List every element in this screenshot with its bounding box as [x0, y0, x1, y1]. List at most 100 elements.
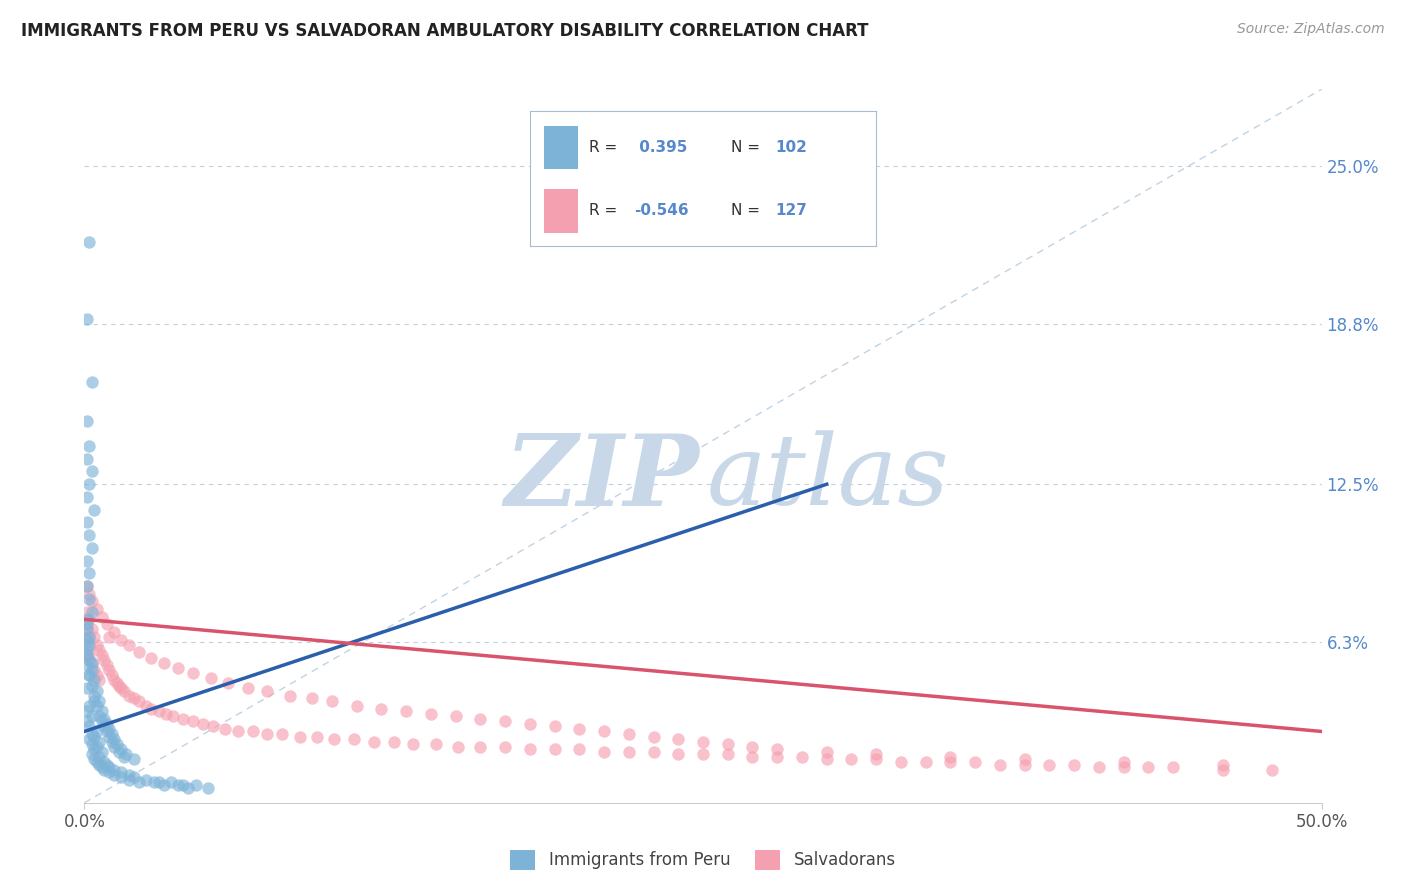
Point: [470, 712, 492, 726]
Point: [79, 732, 101, 747]
Point: [370, 701, 392, 715]
Point: [89, 673, 111, 688]
Point: [568, 742, 591, 756]
Point: [1063, 757, 1085, 772]
Point: [184, 778, 207, 792]
Point: [86, 602, 108, 616]
Point: [98, 765, 121, 780]
Point: [79, 648, 101, 662]
Point: [890, 755, 912, 769]
Point: [93, 712, 115, 726]
Point: [1112, 755, 1135, 769]
Point: [76, 617, 98, 632]
Point: [214, 722, 236, 736]
Point: [865, 752, 887, 766]
Point: [79, 528, 101, 542]
Point: [135, 698, 157, 713]
Point: [167, 778, 190, 792]
Point: [841, 752, 863, 766]
Point: [76, 643, 98, 657]
Point: [76, 714, 98, 729]
Point: [76, 612, 98, 626]
Point: [79, 591, 101, 606]
Point: [103, 732, 125, 747]
Point: [96, 716, 118, 731]
Point: [128, 645, 150, 659]
Point: [110, 742, 132, 756]
Point: [83, 663, 105, 677]
Point: [865, 747, 887, 762]
Point: [666, 747, 689, 762]
Point: [83, 752, 105, 766]
Point: [86, 668, 108, 682]
Point: [568, 722, 591, 736]
Point: [86, 683, 108, 698]
Point: [83, 730, 105, 744]
Point: [271, 727, 294, 741]
Point: [519, 742, 541, 756]
Point: [112, 683, 135, 698]
Point: [83, 673, 105, 688]
Point: [1014, 757, 1036, 772]
Point: [112, 750, 135, 764]
Point: [1161, 760, 1184, 774]
Point: [110, 770, 132, 784]
Point: [217, 676, 239, 690]
Point: [79, 719, 101, 733]
Point: [148, 775, 170, 789]
Point: [363, 734, 385, 748]
Point: [108, 679, 131, 693]
Point: [93, 763, 115, 777]
Point: [90, 648, 112, 662]
Point: [181, 714, 204, 729]
Point: [79, 612, 101, 626]
Point: [666, 732, 689, 747]
Point: [181, 665, 204, 680]
Point: [395, 704, 418, 718]
Point: [80, 679, 103, 693]
Point: [76, 623, 98, 637]
Point: [447, 739, 470, 754]
Point: [494, 739, 516, 754]
Point: [96, 757, 118, 772]
Point: [110, 765, 132, 780]
Point: [288, 730, 311, 744]
Point: [128, 775, 150, 789]
Point: [692, 747, 714, 762]
Point: [89, 734, 111, 748]
Point: [103, 739, 125, 754]
Point: [191, 716, 214, 731]
Point: [617, 727, 640, 741]
Point: [86, 698, 108, 713]
Point: [162, 709, 184, 723]
Point: [202, 719, 225, 733]
Point: [86, 724, 108, 739]
Point: [766, 750, 789, 764]
Point: [83, 502, 105, 516]
Point: [89, 750, 111, 764]
Point: [80, 747, 103, 762]
Point: [141, 701, 163, 715]
Point: [766, 742, 789, 756]
Point: [80, 737, 103, 751]
Point: [96, 658, 118, 673]
Point: [142, 775, 165, 789]
Point: [643, 730, 665, 744]
Point: [939, 750, 962, 764]
Point: [939, 755, 962, 769]
Point: [256, 727, 278, 741]
Point: [593, 745, 616, 759]
Point: [382, 734, 405, 748]
Point: [80, 465, 103, 479]
Point: [96, 617, 118, 632]
Point: [494, 714, 516, 729]
Point: [115, 747, 138, 762]
Point: [79, 653, 101, 667]
Point: [103, 768, 125, 782]
Point: [1038, 757, 1060, 772]
Point: [80, 656, 103, 670]
Point: [103, 763, 125, 777]
Point: [80, 656, 103, 670]
Point: [1088, 760, 1111, 774]
Point: [128, 694, 150, 708]
